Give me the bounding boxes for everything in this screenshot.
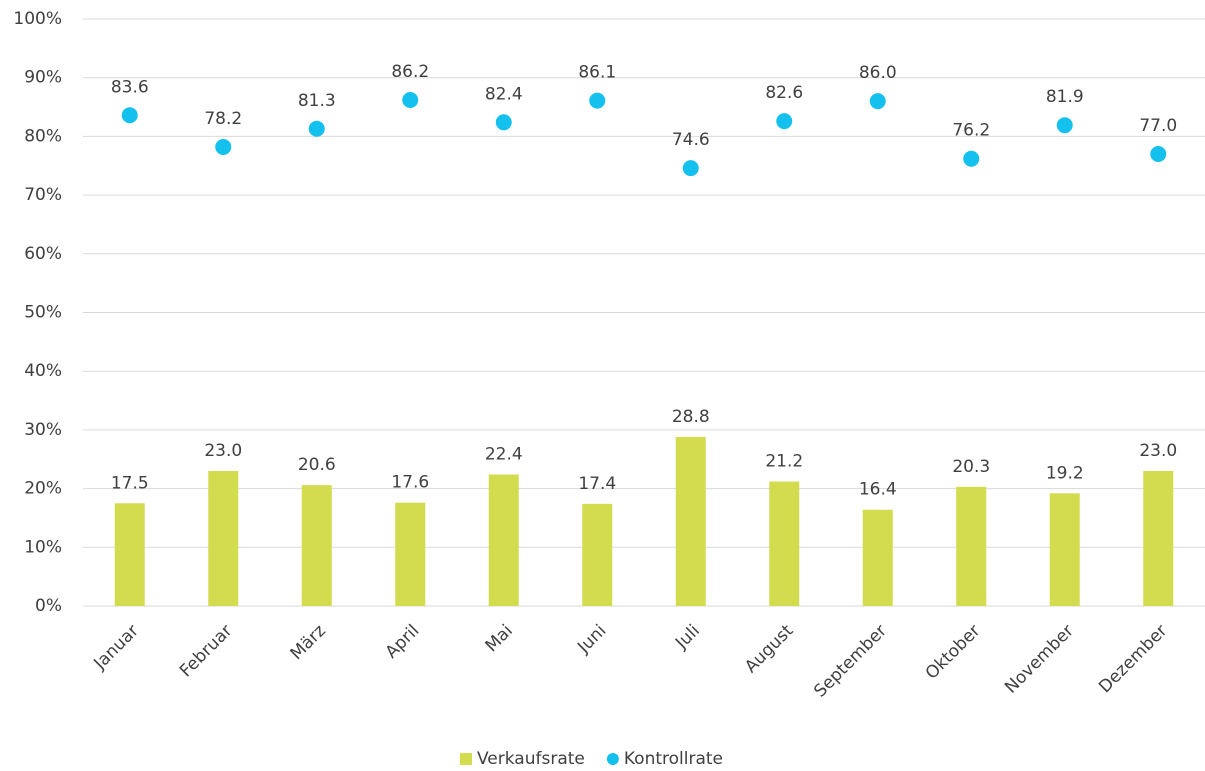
data-label: 82.4	[485, 84, 523, 104]
x-tick-label: März	[287, 621, 330, 664]
y-tick-label: 30%	[24, 420, 62, 440]
x-tick-label: September	[810, 621, 891, 702]
point	[308, 120, 325, 137]
x-tick-label: April	[382, 621, 424, 663]
data-label: 82.6	[765, 83, 803, 103]
point	[402, 92, 419, 109]
data-label: 17.5	[111, 473, 149, 493]
point	[963, 150, 980, 167]
bar	[301, 485, 332, 606]
x-tick-label: August	[741, 621, 797, 677]
data-label: 86.1	[578, 63, 616, 83]
bar	[1143, 470, 1174, 606]
legend-swatch	[460, 753, 472, 765]
data-label: 17.4	[578, 474, 616, 494]
data-label: 17.6	[391, 473, 429, 493]
x-tick-label: Juli	[671, 621, 704, 654]
point	[1056, 117, 1073, 134]
y-tick-label: 0%	[35, 596, 62, 616]
x-tick-label: Januar	[90, 621, 143, 674]
data-label: 23.0	[204, 441, 242, 461]
legend-swatch	[606, 753, 619, 765]
x-tick-label: Oktober	[922, 621, 985, 684]
legend-label: Verkaufsrate	[477, 749, 585, 769]
point	[495, 114, 512, 131]
bar	[208, 470, 239, 606]
data-label: 16.4	[859, 480, 897, 500]
data-label: 83.6	[111, 77, 149, 97]
bar	[956, 486, 987, 606]
y-tick-label: 80%	[24, 126, 62, 146]
x-tick-label: Dezember	[1095, 621, 1171, 697]
x-tick-label: November	[1001, 621, 1078, 698]
data-label: 81.9	[1046, 87, 1084, 107]
bar	[675, 436, 706, 606]
bar	[114, 503, 145, 606]
data-label: 74.6	[672, 130, 710, 150]
point	[776, 113, 793, 130]
bar	[488, 474, 519, 606]
data-label: 21.2	[765, 452, 803, 472]
y-tick-label: 60%	[24, 244, 62, 264]
bar	[395, 502, 426, 606]
bar	[769, 481, 800, 606]
bar	[582, 503, 613, 606]
y-tick-label: 70%	[24, 185, 62, 205]
point	[215, 138, 232, 155]
data-label: 22.4	[485, 445, 523, 465]
y-tick-label: 10%	[24, 537, 62, 557]
data-label: 20.6	[298, 455, 336, 475]
point	[589, 92, 606, 109]
data-label: 23.0	[1139, 441, 1177, 461]
data-label: 81.3	[298, 91, 336, 111]
data-label: 20.3	[952, 457, 990, 477]
x-tick-label: Februar	[176, 621, 236, 681]
data-label: 19.2	[1046, 463, 1084, 483]
data-label: 78.2	[204, 109, 242, 129]
data-label: 76.2	[952, 121, 990, 141]
point	[121, 107, 138, 124]
x-tick-label: Mai	[482, 621, 517, 656]
data-label: 77.0	[1139, 116, 1177, 136]
bar	[862, 509, 893, 606]
point	[1150, 146, 1167, 163]
data-label: 28.8	[672, 407, 710, 427]
y-tick-label: 20%	[24, 479, 62, 499]
data-label: 86.0	[859, 63, 897, 83]
y-tick-label: 50%	[24, 303, 62, 323]
bar	[1049, 493, 1080, 606]
x-tick-label: Juni	[573, 621, 610, 658]
data-label: 86.2	[391, 62, 429, 82]
y-tick-label: 90%	[24, 68, 62, 88]
y-tick-label: 100%	[13, 9, 62, 29]
point	[682, 160, 699, 177]
y-tick-label: 40%	[24, 361, 62, 381]
point	[869, 93, 886, 110]
legend-label: Kontrollrate	[624, 749, 723, 769]
